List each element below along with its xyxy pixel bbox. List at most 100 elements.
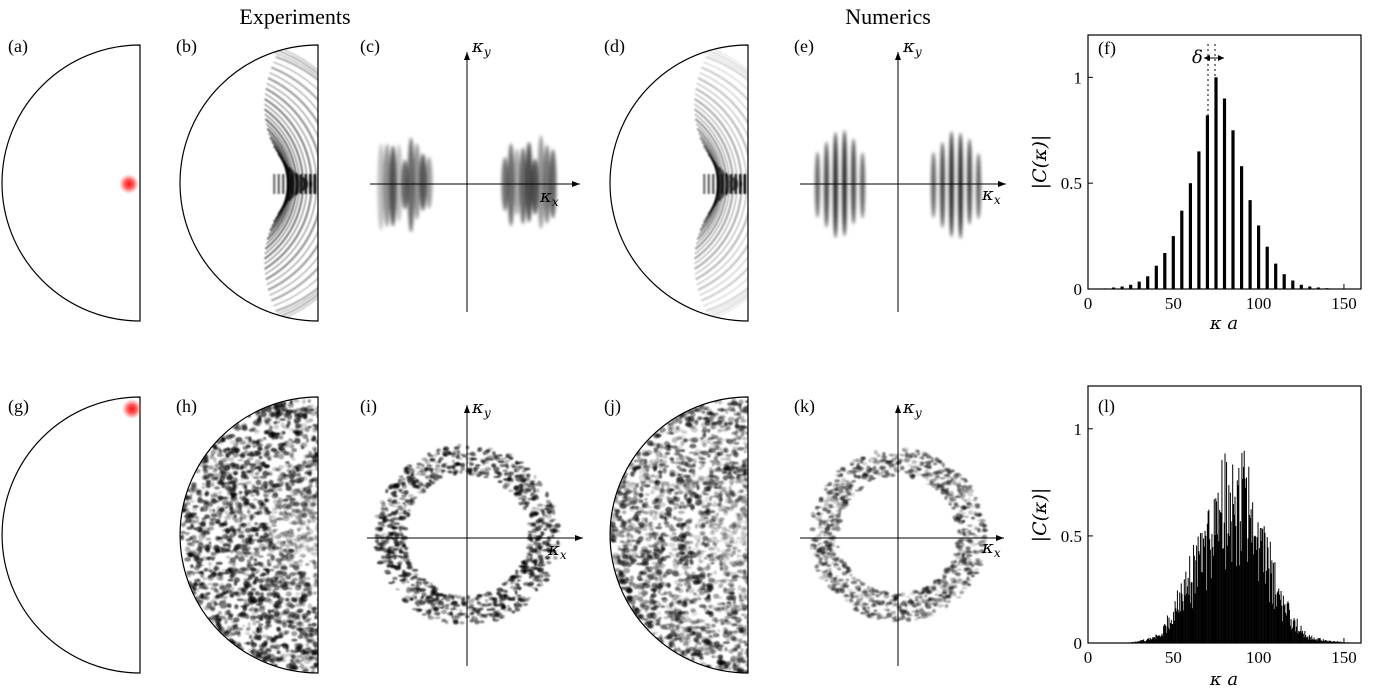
speckle-grain [234, 444, 239, 447]
speckle-grain [670, 537, 674, 541]
kspace-lobe [531, 158, 539, 215]
panel-b-field [179, 44, 319, 322]
speckle-grain [264, 445, 270, 450]
speckle-grain [657, 522, 662, 527]
speckle-grain [686, 525, 691, 531]
speckle-grain [729, 523, 737, 530]
speckle-grain [193, 527, 197, 531]
wavefront-arc [694, 93, 748, 275]
ring-speckle [507, 489, 514, 493]
intensity-stripe [703, 174, 706, 194]
speckle-grain [619, 530, 625, 534]
speckle-grain [623, 568, 631, 574]
ring-speckle [446, 465, 453, 470]
intensity-stripe [739, 174, 742, 194]
speckle-grain [695, 542, 699, 549]
speckle-grain [315, 410, 318, 416]
speckle-grain [643, 465, 650, 470]
speckle-grain [289, 428, 295, 432]
speckle-grain [651, 607, 656, 610]
speckle-grain [305, 563, 310, 566]
speckle-grain [657, 617, 661, 624]
speckle-grain [195, 516, 200, 521]
speckle-grain [256, 499, 261, 503]
ring-speckle [459, 621, 465, 625]
speckle-grain [687, 585, 692, 590]
speckle-grain [259, 616, 264, 621]
speckle-grain [685, 588, 689, 593]
speckle-grain [717, 629, 721, 633]
intensity-stripe [291, 174, 294, 194]
ring-speckle [419, 600, 422, 605]
ring-speckle [545, 499, 551, 504]
speckle-grain [654, 623, 662, 626]
speckle-grain [247, 648, 252, 654]
ring-speckle [427, 483, 432, 487]
speckle-grain [657, 470, 663, 474]
speckle-grain [291, 440, 296, 443]
speckle-grain [689, 443, 697, 449]
speckle-grain [633, 459, 638, 463]
ring-speckle [416, 462, 422, 466]
speckle-grain [652, 588, 657, 594]
speckle-grain [720, 526, 727, 530]
speckle-grain [636, 609, 642, 614]
speckle-grain [631, 464, 638, 470]
speckle-grain [674, 448, 681, 454]
speckle-grain [268, 514, 273, 518]
speckle-grain [675, 594, 682, 598]
speckle-grain [659, 452, 663, 458]
ring-speckle [484, 592, 490, 598]
ring-speckle [522, 559, 529, 565]
speckle-grain [642, 583, 651, 589]
speckle-grain [664, 511, 669, 517]
speckle-grain [215, 510, 224, 515]
speckle-grain [232, 548, 237, 551]
speckle-grain [647, 505, 653, 509]
speckle-grain [264, 430, 270, 435]
speckle-grain [682, 579, 689, 583]
speckle-grain [215, 500, 220, 503]
speckle-grain [639, 526, 647, 531]
speckle-grain [315, 439, 318, 445]
speckle-grain [728, 461, 736, 465]
speckle-grain [213, 514, 219, 518]
speckle-grain [185, 546, 191, 553]
speckle-grain [672, 536, 679, 542]
speckle-grain [205, 482, 211, 489]
speckle-grain [622, 543, 629, 548]
ring-speckle [513, 492, 520, 495]
speckle-grain [710, 604, 716, 610]
speckle-grain [233, 514, 237, 518]
speckle-grain [259, 584, 263, 587]
speckle-grain [727, 471, 732, 475]
speckle-grain [691, 598, 697, 604]
speckle-grain [678, 543, 684, 549]
speckle-grain [725, 454, 733, 457]
speckle-grain [625, 483, 631, 488]
ring-speckle [975, 561, 981, 565]
speckle-grain [251, 587, 256, 592]
speckle-grain [311, 622, 317, 627]
ring-speckle [401, 569, 406, 573]
ring-speckle [451, 459, 455, 464]
speckle-grain [204, 514, 210, 519]
ring-speckle [398, 490, 403, 493]
speckle-grain [313, 425, 318, 431]
speckle-grain [281, 658, 287, 663]
ring-speckle [398, 475, 404, 479]
speckle-grain [274, 600, 282, 606]
speckle-grain [682, 641, 689, 646]
speckle-grain [732, 664, 737, 669]
speckle-grain [306, 626, 313, 630]
speckle-grain [268, 614, 275, 620]
ring-speckle [537, 562, 544, 568]
speckle-grain [672, 563, 679, 569]
speckle-grain [219, 604, 227, 609]
half-disk-outline [609, 44, 749, 322]
speckle-grain [738, 652, 743, 656]
speckle-grain [667, 489, 672, 496]
speckle-grain [288, 581, 293, 587]
ring-speckle [391, 495, 399, 498]
speckle-grain [268, 479, 274, 485]
